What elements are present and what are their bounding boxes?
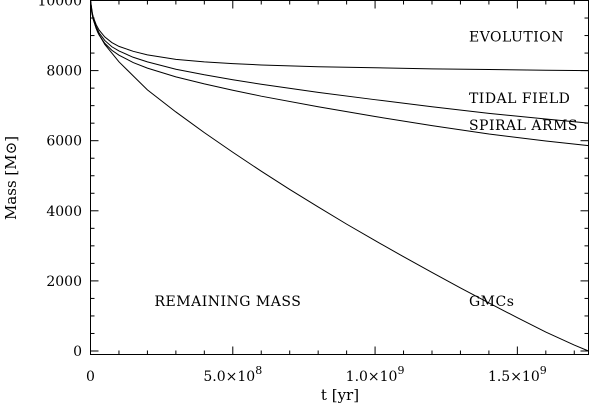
annotation-label: TIDAL FIELD bbox=[469, 91, 570, 107]
annotation-label: EVOLUTION bbox=[469, 30, 564, 46]
tick-labels-layer: 0 5.0×108 1.0×109 1.5×109 0 2000 4000 6000 8000 1… bbox=[37, 0, 546, 385]
series-line-1 bbox=[90, 0, 589, 72]
series-line-4 bbox=[90, 0, 589, 352]
y-tick-label: 6000 bbox=[46, 134, 82, 150]
annotation-label: GMCs bbox=[469, 294, 514, 310]
x-tick-label: 5.0×108 bbox=[203, 364, 262, 385]
series-line-2 bbox=[90, 0, 589, 124]
x-axis-label: t [yr] bbox=[321, 386, 359, 404]
x-tick-label: 0 bbox=[86, 369, 95, 385]
annotation-label: REMAINING MASS bbox=[155, 294, 302, 310]
annotation-label: SPIRAL ARMS bbox=[469, 118, 578, 134]
y-tick-label: 4000 bbox=[46, 204, 82, 220]
y-tick-label: 2000 bbox=[46, 274, 82, 290]
annotations-layer: EVOLUTION TIDAL FIELD SPIRAL ARMS GMCs REMAI… bbox=[155, 30, 578, 311]
y-tick-label: 8000 bbox=[46, 64, 82, 80]
y-tick-label: 0 bbox=[73, 344, 82, 360]
y-axis-label: Mass [M⊙] bbox=[2, 136, 20, 220]
x-tick-label: 1.0×109 bbox=[346, 364, 405, 385]
plot-frame bbox=[90, 0, 589, 355]
x-tick-label: 1.5×109 bbox=[488, 364, 547, 385]
y-tick-label: 10000 bbox=[37, 0, 82, 10]
curves-layer bbox=[90, 0, 589, 352]
